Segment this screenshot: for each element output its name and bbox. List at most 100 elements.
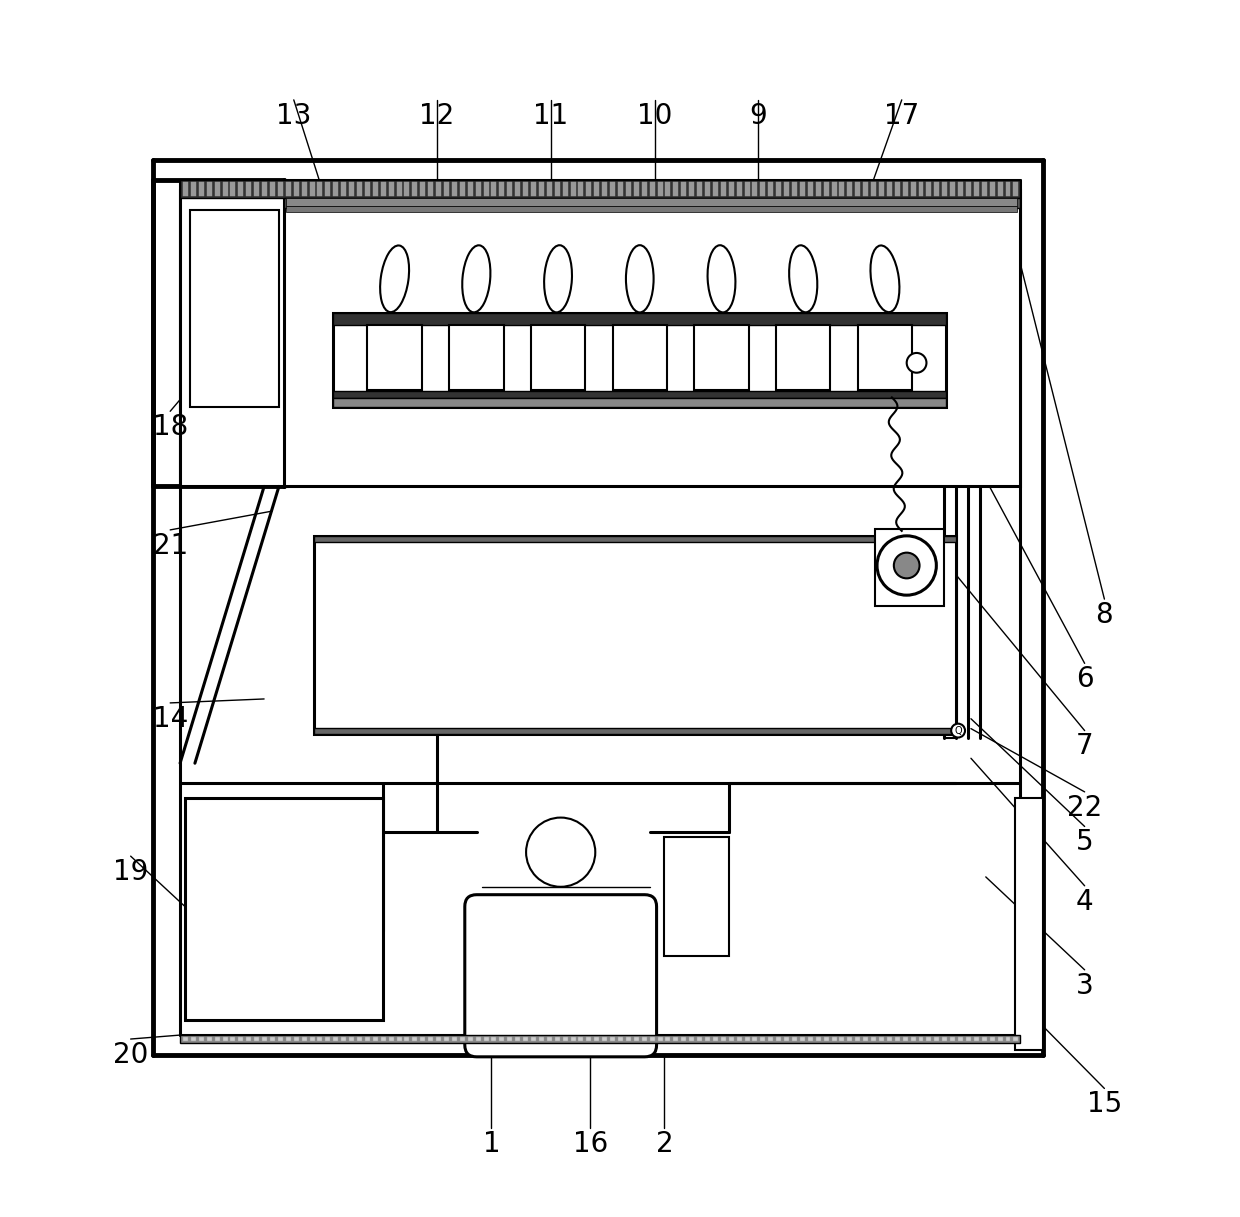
Bar [270,181,275,196]
Bar [207,181,212,196]
Bar [547,181,552,196]
Text: 9: 9 [749,102,768,130]
Bar [449,325,503,389]
Bar [657,181,662,196]
Bar [286,197,1017,206]
Bar [832,181,837,196]
Bar [570,1037,575,1041]
Bar [760,181,765,196]
Bar [579,181,584,196]
Bar [180,190,286,487]
Bar [737,181,742,196]
Bar [223,181,227,196]
Bar [769,181,774,196]
Bar [294,181,299,196]
Bar [1006,1037,1011,1041]
Bar [895,1037,900,1041]
Bar [254,181,259,196]
Bar [515,1037,520,1041]
Bar [507,181,512,196]
Bar [278,1037,283,1041]
Bar [919,181,924,196]
Text: 20: 20 [113,1041,149,1069]
Bar [982,1037,987,1041]
Bar [413,181,418,196]
Bar [507,1037,512,1041]
Bar [959,181,963,196]
Bar [887,1037,892,1041]
Bar [357,181,362,196]
Bar [634,1037,639,1041]
Bar [563,1037,568,1041]
Bar [935,181,940,196]
Bar [350,181,355,196]
Bar [286,206,1017,212]
Bar [959,1037,963,1041]
Bar [910,1037,915,1041]
Ellipse shape [626,245,653,313]
Bar [618,1037,622,1041]
Bar [1013,181,1018,196]
Bar [753,1037,758,1041]
Bar [863,1037,868,1041]
Bar [792,181,797,196]
Bar [879,181,884,196]
Bar [847,181,852,196]
Bar [666,181,671,196]
Bar [350,1037,355,1041]
Bar [634,181,639,196]
Bar [184,1037,188,1041]
Text: 7: 7 [1076,733,1094,761]
Text: 10: 10 [637,102,672,130]
Bar [879,1037,884,1041]
Bar [872,1037,875,1041]
Bar [397,1037,402,1041]
Bar [451,1037,456,1041]
Bar [942,1037,947,1041]
Bar [365,1037,370,1041]
Ellipse shape [381,246,409,312]
Bar [753,181,758,196]
Bar [334,181,339,196]
Text: 14: 14 [153,705,187,733]
Bar [198,181,203,196]
Bar [807,1037,812,1041]
Bar [998,181,1003,196]
Bar [247,1037,252,1041]
Bar [926,181,931,196]
Bar [872,181,875,196]
Bar [776,1037,781,1041]
Bar [642,1037,647,1041]
Bar [618,181,622,196]
Bar [310,181,315,196]
Bar [223,1037,227,1041]
Bar [191,181,196,196]
Bar [180,1036,1021,1043]
Text: 18: 18 [153,413,187,441]
Bar [665,837,729,957]
Bar [887,181,892,196]
Bar [706,181,711,196]
Text: 17: 17 [884,102,919,130]
Bar [286,1037,291,1041]
Bar [436,1037,441,1041]
Bar [784,181,789,196]
Bar [650,181,655,196]
Bar [973,1037,978,1041]
Ellipse shape [870,246,899,312]
Bar [594,181,599,196]
Bar [650,1037,655,1041]
Ellipse shape [789,246,817,313]
Bar [270,1037,275,1041]
Bar [769,1037,774,1041]
Bar [666,1037,671,1041]
Bar [314,535,956,734]
Bar [895,181,900,196]
Bar [247,181,252,196]
Bar [334,314,946,408]
Bar [301,181,306,196]
Ellipse shape [463,246,491,313]
Bar [1016,798,1043,1050]
Bar [737,1037,742,1041]
Bar [367,325,422,389]
